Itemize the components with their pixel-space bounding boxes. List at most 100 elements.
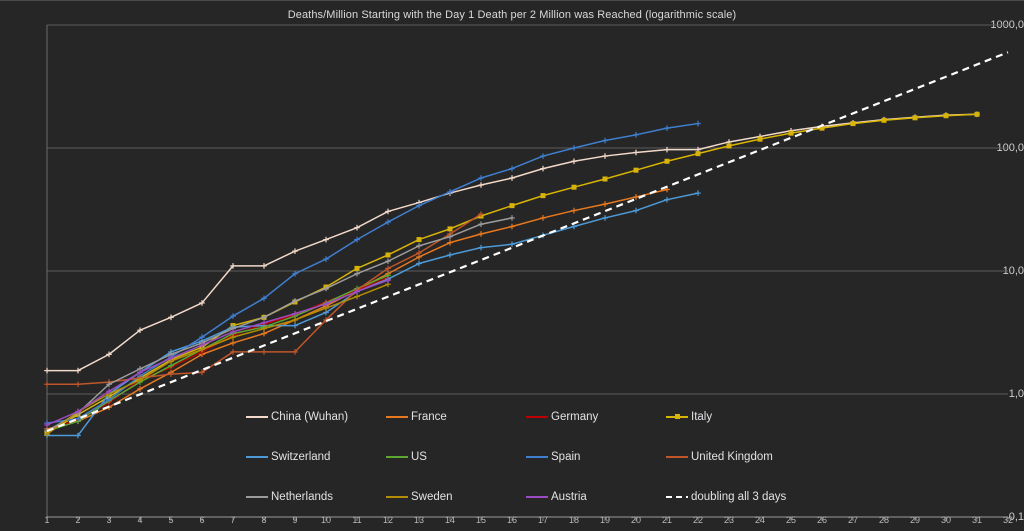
series-line-sweden: [46, 283, 389, 435]
x-axis-tick-label: 25: [785, 515, 797, 525]
series-marker: [757, 136, 763, 142]
series-marker: [602, 137, 608, 144]
legend-marker-icon: [395, 416, 400, 418]
legend-row: China (Wuhan) France Germany Italy: [246, 397, 806, 437]
legend-item-united-kingdom[interactable]: United Kingdom: [666, 451, 806, 463]
legend-item-china-wuhan[interactable]: China (Wuhan): [246, 411, 386, 423]
legend-item-doubling-all-3-days[interactable]: doubling all 3 days: [666, 491, 806, 503]
series-marker: [664, 146, 670, 153]
series-marker: [602, 176, 608, 182]
series-marker: [261, 314, 267, 321]
series-marker: [199, 369, 205, 376]
series-marker: [633, 132, 639, 138]
series-marker: [509, 165, 515, 172]
series-marker: [633, 207, 639, 214]
legend-item-switzerland[interactable]: Switzerland: [246, 451, 386, 463]
series-marker: [354, 265, 360, 271]
series-marker: [44, 422, 50, 428]
series-marker: [230, 340, 236, 346]
legend-item-sweden[interactable]: Sweden: [386, 491, 526, 503]
series-marker: [230, 334, 236, 340]
x-axis-tick-label: 9: [292, 515, 298, 525]
series-marker: [292, 248, 298, 254]
series-marker: [447, 226, 453, 232]
x-axis-tick-label: 15: [475, 515, 487, 525]
legend-item-austria[interactable]: Austria: [526, 491, 666, 503]
x-axis-tick-label: 8: [261, 515, 267, 525]
legend-item-italy[interactable]: Italy: [666, 411, 806, 423]
series-marker: [44, 381, 50, 388]
x-axis-tick-label: 32: [1002, 515, 1014, 525]
series-marker: [292, 298, 298, 304]
series-marker: [447, 239, 453, 246]
x-axis-tick-label: 10: [320, 515, 332, 525]
x-axis-tick-label: 27: [847, 515, 859, 525]
legend-label: Italy: [691, 411, 713, 423]
legend-marker-icon: [255, 456, 260, 458]
legend-marker-icon: [675, 414, 680, 419]
series-marker: [385, 277, 391, 284]
legend-label: Spain: [551, 451, 581, 463]
legend-item-us[interactable]: US: [386, 451, 526, 463]
series-marker: [168, 371, 174, 377]
legend-swatch-icon: [666, 411, 688, 423]
series-marker: [540, 165, 546, 172]
legend-marker-icon: [535, 416, 540, 418]
series-marker: [509, 175, 515, 181]
legend-row: Switzerland US Spain United Kingdom: [246, 437, 806, 477]
x-axis-tick-label: 6: [199, 515, 205, 525]
series-marker: [385, 208, 391, 215]
series-marker: [571, 158, 577, 165]
series-marker: [199, 300, 205, 306]
series-marker: [261, 319, 267, 326]
x-axis-tick-label: 13: [413, 515, 425, 525]
x-axis-tick-label: 4: [137, 515, 143, 525]
x-axis-tick-label: 20: [630, 515, 642, 525]
series-marker: [695, 190, 701, 196]
legend-item-netherlands[interactable]: Netherlands: [246, 491, 386, 503]
legend-item-france[interactable]: France: [386, 411, 526, 423]
data-series-group: [44, 51, 1009, 439]
series-marker: [292, 310, 298, 317]
series-marker: [106, 388, 112, 395]
series-marker: [75, 381, 81, 388]
series-marker: [385, 252, 391, 258]
x-axis-tick-label: 29: [909, 515, 921, 525]
x-axis-tick-label: 24: [754, 515, 766, 525]
series-marker: [230, 313, 236, 319]
legend-swatch-icon: [246, 411, 268, 423]
legend-label: Germany: [551, 411, 599, 423]
series-marker: [106, 396, 112, 403]
series-marker: [261, 325, 267, 332]
series-marker: [354, 224, 360, 231]
series-marker: [881, 117, 887, 123]
series-marker: [478, 175, 484, 181]
legend-label: Austria: [551, 491, 587, 503]
series-marker: [385, 258, 391, 265]
series-marker: [509, 203, 515, 209]
series-marker: [602, 215, 608, 221]
series-marker: [943, 113, 949, 119]
legend-item-germany[interactable]: Germany: [526, 411, 666, 423]
legend-line-icon: [666, 496, 688, 498]
legend-swatch-icon: [526, 411, 548, 423]
chart-legend: China (Wuhan) France Germany Italy Switzerla…: [246, 397, 806, 517]
series-marker: [788, 130, 794, 136]
series-line-us: [46, 274, 389, 432]
series-marker: [137, 377, 143, 383]
legend-label: US: [411, 451, 427, 463]
series-marker: [478, 221, 484, 228]
series-marker: [509, 241, 515, 248]
legend-label: doubling all 3 days: [691, 491, 787, 503]
series-marker: [106, 351, 112, 358]
series-marker: [292, 317, 298, 323]
legend-item-spain[interactable]: Spain: [526, 451, 666, 463]
series-marker: [75, 432, 81, 439]
y-axis-tick-label: 1,0: [1008, 388, 1024, 400]
legend-marker-icon: [395, 456, 400, 458]
series-marker: [633, 149, 639, 156]
series-marker: [571, 145, 577, 151]
series-marker: [478, 211, 484, 217]
series-marker: [137, 327, 143, 334]
series-marker: [261, 330, 267, 337]
